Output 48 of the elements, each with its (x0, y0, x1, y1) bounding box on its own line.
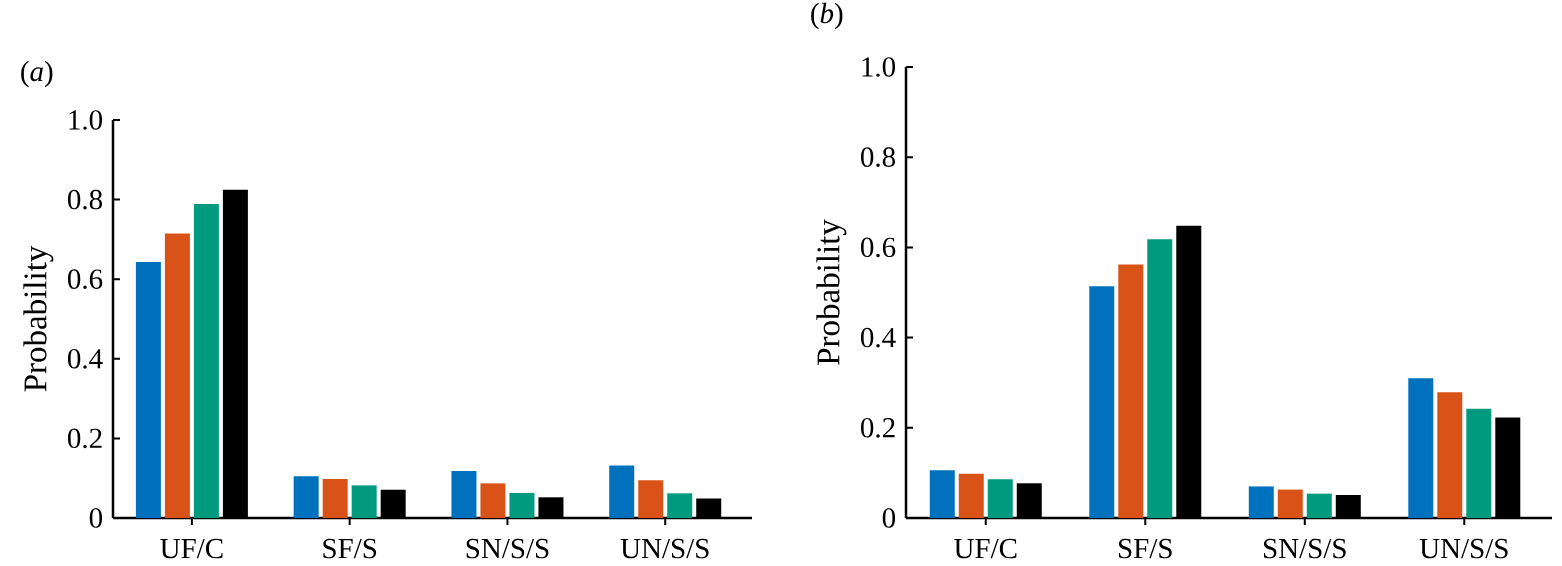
y-axis-title: Probability (23, 245, 54, 392)
y-tick-label: 0.2 (67, 428, 102, 449)
bar (1408, 378, 1434, 518)
bar (293, 476, 319, 518)
bar (480, 483, 506, 518)
x-tick-label: SN/S/S (466, 538, 549, 559)
bar (1437, 392, 1463, 518)
chart-title: (a) (21, 60, 53, 88)
y-tick-label: 0.6 (861, 237, 896, 258)
bar (164, 233, 190, 518)
bar (667, 493, 693, 518)
y-tick-label: 0.2 (861, 417, 895, 438)
x-tick-label: UF/C (160, 538, 223, 559)
x-tick-label: UN/S/S (620, 538, 709, 559)
y-tick-label: 0 (882, 508, 896, 528)
bar (1248, 486, 1274, 518)
chart-title: (b) (811, 2, 843, 30)
bar (609, 465, 635, 518)
y-axis-title: Probability (816, 219, 847, 365)
y-tick-label: 1.0 (862, 57, 896, 77)
x-tick-label: SF/S (1118, 538, 1172, 559)
x-tick-label: UN/S/S (1419, 538, 1508, 559)
x-tick-label: SN/S/S (1264, 538, 1346, 559)
bar (1089, 286, 1115, 518)
y-tick-label: 0.6 (67, 269, 103, 290)
bar (1466, 408, 1492, 518)
y-tick-label: 0.4 (861, 327, 896, 348)
bar (929, 470, 955, 518)
bar (135, 262, 161, 518)
bar (1147, 239, 1173, 518)
bar (638, 480, 664, 518)
bar (1118, 264, 1144, 518)
bar (451, 471, 477, 518)
y-tick-label: 0.8 (861, 147, 896, 168)
x-tick-label: SF/S (323, 538, 377, 559)
x-tick-label: UF/C (954, 538, 1017, 559)
y-tick-label: 0 (89, 508, 103, 528)
bar (322, 479, 348, 518)
bar (958, 473, 984, 518)
y-tick-label: 0.4 (67, 348, 103, 369)
bar (509, 492, 535, 518)
bar (987, 479, 1013, 518)
y-tick-label: 0.8 (67, 189, 103, 210)
y-tick-label: 1.0 (69, 110, 103, 130)
bar (193, 203, 219, 518)
bar (1277, 489, 1303, 518)
bar (1306, 493, 1332, 518)
bar (351, 485, 377, 518)
